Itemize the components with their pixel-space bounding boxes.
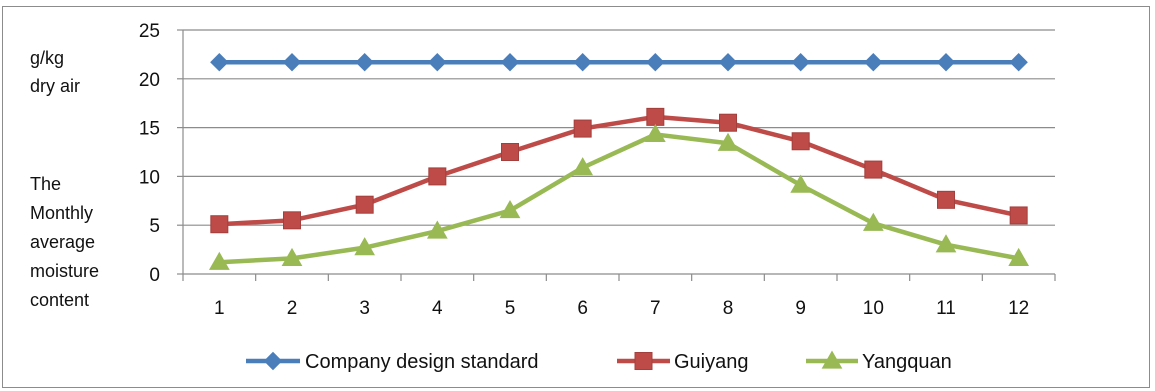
series-line: [219, 132, 1020, 265]
legend: Company design standard Guiyang Yangquan: [246, 350, 952, 373]
data-point: [719, 113, 737, 132]
data-point: [1009, 53, 1028, 72]
chart-frame: [2, 6, 1150, 388]
x-tick-label: 9: [795, 298, 806, 319]
data-point: [573, 53, 592, 72]
legend-entry: Guiyang: [617, 351, 749, 373]
y-axis-label: g/kg dry air The Monthly average moisture con…: [30, 48, 99, 310]
x-tick-label: 8: [723, 298, 734, 319]
legend-label: Company design standard: [305, 351, 538, 373]
data-point: [281, 247, 303, 267]
data-point: [354, 237, 376, 256]
y-axis-label-line: average: [30, 232, 95, 252]
data-point: [283, 211, 301, 230]
legend-label: Guiyang: [674, 351, 749, 373]
data-point: [864, 53, 883, 72]
series-company-design-standard: [210, 53, 1028, 72]
y-axis-unit-line: dry air: [30, 76, 80, 96]
data-point: [646, 53, 665, 72]
data-point: [282, 53, 302, 72]
data-point: [572, 157, 594, 176]
data-point: [864, 160, 883, 179]
series-line: [219, 114, 1020, 227]
data-point: [355, 53, 374, 72]
data-point: [646, 107, 665, 126]
data-point: [428, 167, 447, 186]
x-tick-labels: 1 2 3 4 5 6 7 8 9 10 11 12: [214, 298, 1029, 319]
data-point: [937, 190, 955, 209]
series-guiyang: [210, 107, 1028, 234]
data-point: [935, 234, 957, 253]
data-point: [355, 195, 374, 214]
data-point: [210, 215, 229, 234]
data-point: [862, 212, 884, 231]
x-tick-label: 6: [577, 298, 588, 319]
data-point: [790, 174, 812, 193]
y-tick-label: 15: [139, 119, 160, 140]
y-tick-label: 10: [139, 167, 160, 188]
data-point: [426, 220, 448, 239]
y-axis-unit-line: g/kg: [30, 48, 64, 68]
data-point: [936, 53, 956, 72]
data-point: [821, 350, 843, 369]
x-tick-label: 1: [214, 298, 225, 319]
data-point: [717, 132, 739, 151]
y-tick-label: 25: [139, 21, 160, 42]
y-tick-label: 20: [139, 70, 160, 91]
data-point: [791, 53, 810, 72]
data-point: [634, 352, 653, 370]
data-point: [500, 53, 520, 72]
y-axis-label-line: Monthly: [30, 203, 93, 223]
data-point: [791, 132, 810, 151]
data-point: [1009, 206, 1028, 225]
data-point: [501, 143, 519, 161]
gridlines: [183, 29, 1055, 226]
data-point: [428, 53, 447, 72]
legend-entry: Company design standard: [246, 351, 538, 373]
y-tick-labels: 0 5 10 15 20 25: [139, 21, 160, 286]
x-tick-label: 12: [1008, 298, 1029, 319]
y-axis-label-line: The: [30, 174, 61, 194]
data-point: [263, 351, 283, 371]
y-tick-label: 0: [149, 265, 160, 286]
y-axis-label-line: moisture: [30, 261, 99, 281]
legend-label: Yangquan: [862, 351, 952, 373]
data-point: [210, 53, 229, 72]
series-yangquan: [208, 123, 1030, 270]
x-tick-label: 7: [650, 298, 661, 319]
x-tick-label: 5: [505, 298, 516, 319]
x-tick-label: 10: [863, 298, 884, 319]
data-point: [1008, 247, 1030, 267]
data-point: [573, 119, 592, 138]
data-point: [208, 251, 230, 270]
axes: [177, 29, 1056, 281]
data-point: [499, 200, 521, 219]
legend-entry: Yangquan: [806, 350, 952, 373]
y-axis-label-line: content: [30, 290, 89, 310]
x-tick-label: 3: [359, 298, 370, 319]
data-point: [718, 53, 738, 72]
x-tick-label: 4: [432, 298, 443, 319]
series-group: [208, 53, 1030, 270]
x-tick-label: 11: [936, 298, 956, 319]
data-point: [644, 123, 666, 143]
y-tick-label: 5: [149, 216, 160, 237]
x-tick-label: 2: [287, 298, 298, 319]
